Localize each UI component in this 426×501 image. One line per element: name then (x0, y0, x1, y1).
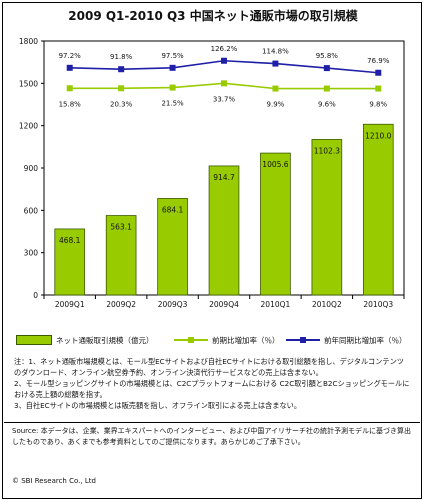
series-value-label: 114.8% (262, 48, 289, 56)
series-marker (375, 85, 382, 92)
bar-value-label: 1210.0 (365, 131, 391, 140)
series-value-label: 9.6% (318, 101, 336, 109)
series-marker (272, 60, 279, 67)
chart-title: 2009 Q1-2010 Q3 中国ネット通販市場の取引規模 (68, 9, 358, 23)
y-tick-label: 600 (24, 206, 39, 215)
y-tick-label: 0 (33, 291, 38, 300)
series-marker (66, 64, 73, 71)
x-tick-label: 2009Q4 (209, 300, 239, 309)
legend-item-bars: ネット通販取引規模（億元） (16, 333, 154, 347)
series-marker (118, 85, 125, 92)
x-tick-label: 2010Q2 (312, 300, 342, 309)
figure-frame (2, 2, 422, 499)
line-series: 15.8% 20.3% 21.5% 33.7% 9.9% 9.6% 9.8% 97.2% 91.… (59, 45, 390, 109)
divider (4, 422, 420, 423)
x-tick-label: 2010Q3 (363, 300, 393, 309)
bar-value-label: 684.1 (162, 205, 184, 214)
bar-value-label: 914.7 (213, 173, 235, 182)
bar (157, 198, 188, 296)
legend-label-yoy: 前年同期比増加率（％） (324, 335, 407, 345)
legend-swatch-bars (16, 335, 52, 345)
series-value-label: 97.2% (59, 52, 82, 60)
x-tick-label: 2009Q3 (158, 300, 188, 309)
bar-value-label: 468.1 (59, 236, 81, 245)
legend-swatch-yoy (286, 337, 320, 343)
series-marker (221, 80, 227, 87)
series-marker (375, 69, 382, 76)
bar (311, 139, 343, 296)
x-tick-label: 2009Q2 (106, 300, 136, 309)
x-tick-label: 2010Q1 (261, 300, 291, 309)
series-marker (118, 66, 125, 73)
notes-block: 注：1、ネット通販市場規模とは、モール型ECサイトおよび自社ECサイトにおける取… (14, 356, 410, 411)
legend-swatch-qoq (174, 337, 208, 343)
bar (105, 215, 137, 296)
legend-item-yoy: 前年同期比増加率（％） (286, 333, 407, 347)
series-marker (323, 85, 330, 92)
series-marker (221, 57, 227, 64)
legend-label-bars: ネット通販取引規模（億元） (56, 335, 154, 345)
bar (362, 123, 394, 296)
bar (54, 228, 86, 296)
series-marker (169, 64, 176, 71)
bar (260, 152, 291, 296)
series-value-label: 91.8% (110, 53, 133, 61)
bar (208, 165, 240, 296)
series-marker (272, 85, 279, 92)
source-note: Source: 本データは、企業、業界エキスパートへのインタービュー、および中国… (12, 427, 411, 446)
y-tick-label: 900 (24, 164, 39, 173)
series-value-label: 95.8% (316, 52, 339, 60)
series-marker (66, 85, 73, 92)
bar-value-label: 1005.6 (262, 160, 288, 169)
note-1: 注：1、ネット通販市場規模とは、モール型ECサイトおよび自社ECサイトにおける取… (14, 357, 404, 377)
series-marker (169, 84, 176, 91)
bar-value-label: 563.1 (110, 223, 132, 232)
series-marker (323, 65, 330, 72)
series-value-label: 97.5% (161, 52, 184, 60)
series-value-label: 21.5% (161, 100, 184, 108)
y-tick-label: 1800 (19, 37, 38, 46)
series-value-label: 9.9% (267, 101, 285, 109)
legend-label-qoq: 前期比増加率（％） (212, 335, 280, 345)
bar-value-label: 1102.3 (314, 146, 340, 155)
y-tick-label: 1500 (19, 79, 38, 88)
copyright: © SBI Research Co., Ltd (12, 477, 96, 485)
y-tick-label: 300 (24, 249, 39, 258)
series-value-label: 33.7% (213, 95, 236, 103)
series-value-label: 15.8% (59, 100, 82, 108)
bar-series: 468.1 563.1 684.1 914.7 1005.6 1102.3 1210.0 (54, 123, 394, 296)
series-value-label: 126.2% (211, 45, 238, 53)
series-value-label: 9.8% (369, 101, 387, 109)
legend-item-qoq: 前期比増加率（％） (174, 333, 280, 347)
series-value-label: 20.3% (110, 100, 133, 108)
series-value-label: 76.9% (367, 57, 390, 65)
copyright-text: © SBI Research Co., Ltd (12, 477, 96, 485)
y-tick-label: 1200 (19, 122, 38, 131)
note-3: 3、自社ECサイトの市場規模とは販売額を指し、オフライン取引による売上は含まない… (14, 401, 302, 410)
chart-legend: ネット通販取引規模（億元） 前期比増加率（％） 前年同期比増加率（％） (14, 333, 414, 349)
note-2: 2、モール型ショッピングサイトの市場規模とは、C2Cプラットフォームにおける C… (14, 379, 410, 399)
x-tick-label: 2009Q1 (55, 300, 85, 309)
